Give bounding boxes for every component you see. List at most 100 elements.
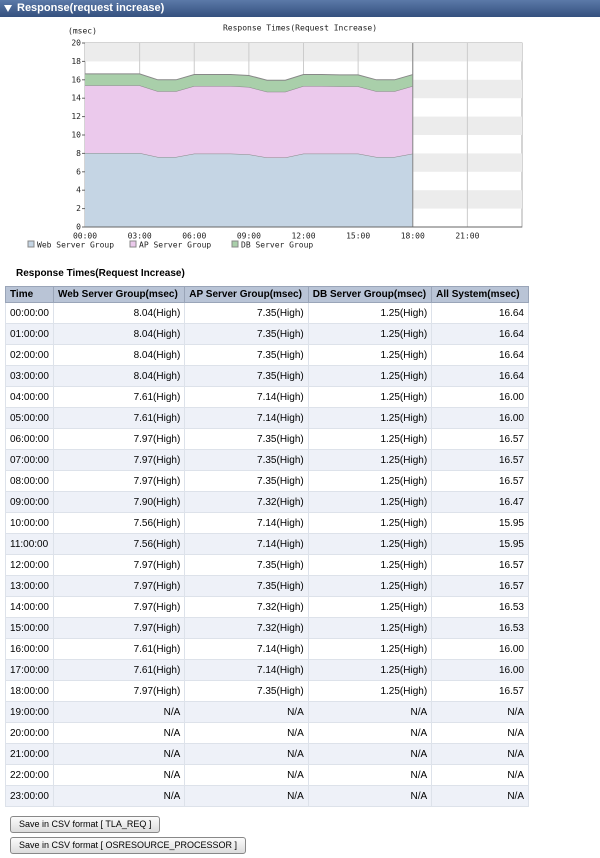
table-cell: 7.32(High) — [184, 617, 309, 639]
column-header: Time — [5, 286, 54, 303]
table-cell: N/A — [307, 701, 433, 723]
table-cell: 7.35(High) — [184, 470, 309, 492]
table-cell: 16.00 — [431, 386, 529, 408]
table-cell: 7.14(High) — [184, 386, 309, 408]
table-cell: 16.57 — [431, 449, 529, 471]
table-cell: 16.00 — [431, 407, 529, 429]
table-cell: 7.14(High) — [184, 407, 309, 429]
table-cell: N/A — [52, 743, 186, 765]
table-cell: N/A — [431, 722, 529, 744]
x-tick-label: 21:00 — [455, 232, 479, 241]
table-cell: 08:00:00 — [5, 470, 54, 492]
table-cell: 14:00:00 — [5, 596, 54, 618]
table-cell: 02:00:00 — [5, 344, 54, 366]
y-tick-label: 2 — [76, 204, 81, 213]
table-cell: 7.61(High) — [52, 659, 186, 681]
table-cell: 7.35(High) — [184, 449, 309, 471]
table-row: 12:00:00 7.97(High) 7.35(High) 1.25(High) 16… — [5, 554, 529, 576]
table-cell: N/A — [184, 785, 309, 807]
column-header: DB Server Group(msec) — [307, 286, 433, 303]
table-cell: N/A — [184, 743, 309, 765]
legend-label: AP Server Group — [139, 241, 211, 250]
table-cell: 1.25(High) — [307, 386, 433, 408]
y-axis-label: (msec) — [68, 27, 97, 36]
table-cell: 20:00:00 — [5, 722, 54, 744]
table-cell: 12:00:00 — [5, 554, 54, 576]
table-cell: N/A — [52, 764, 186, 786]
table-cell: 7.35(High) — [184, 554, 309, 576]
table-cell: 21:00:00 — [5, 743, 54, 765]
table-cell: 1.25(High) — [307, 638, 433, 660]
table-cell: 11:00:00 — [5, 533, 54, 555]
table-row: 19:00:00 N/A N/A N/A N/A — [5, 701, 529, 723]
table-cell: 15.95 — [431, 512, 529, 534]
table-cell: 7.97(High) — [52, 428, 186, 450]
area-fill — [85, 153, 413, 227]
data-table: Time Web Server Group(msec) AP Server Grou… — [5, 286, 529, 807]
table-cell: 19:00:00 — [5, 701, 54, 723]
table-cell: 1.25(High) — [307, 449, 433, 471]
y-tick-label: 6 — [76, 167, 81, 176]
table-cell: 16.57 — [431, 428, 529, 450]
csv-button[interactable]: Save in CSV format [ OSRESOURCE_PROCESSO… — [10, 837, 247, 854]
y-tick-label: 12 — [71, 112, 81, 121]
x-tick-label: 03:00 — [128, 232, 152, 241]
table-title: Response Times(Request Increase) — [16, 268, 185, 279]
x-tick-label: 06:00 — [182, 232, 206, 241]
table-row: 06:00:00 7.97(High) 7.35(High) 1.25(High) 16… — [5, 428, 529, 450]
x-tick-label: 12:00 — [291, 232, 315, 241]
table-cell: 16.00 — [431, 638, 529, 660]
column-header: Web Server Group(msec) — [52, 286, 186, 303]
table-cell: 1.25(High) — [307, 428, 433, 450]
table-cell: 13:00:00 — [5, 575, 54, 597]
table-cell: 7.90(High) — [52, 491, 186, 513]
table-cell: 7.61(High) — [52, 386, 186, 408]
table-cell: 16.57 — [431, 680, 529, 702]
table-cell: 15.95 — [431, 533, 529, 555]
table-cell: 16:00:00 — [5, 638, 54, 660]
table-cell: 23:00:00 — [5, 785, 54, 807]
table-cell: 7.35(High) — [184, 575, 309, 597]
table-cell: 16.47 — [431, 491, 529, 513]
table-cell: 8.04(High) — [52, 323, 186, 345]
table-cell: 1.25(High) — [307, 659, 433, 681]
table-cell: 09:00:00 — [5, 491, 54, 513]
table-row: 03:00:00 8.04(High) 7.35(High) 1.25(High) 16… — [5, 365, 529, 387]
table-cell: 16.57 — [431, 470, 529, 492]
section-header[interactable]: Response(request increase) — [0, 0, 600, 17]
legend-label: DB Server Group — [241, 241, 313, 250]
table-cell: N/A — [431, 785, 529, 807]
x-tick-label: 15:00 — [346, 232, 370, 241]
table-row: 17:00:00 7.61(High) 7.14(High) 1.25(High) 16… — [5, 659, 529, 681]
y-tick-label: 16 — [71, 75, 81, 84]
table-cell: 7.32(High) — [184, 596, 309, 618]
table-row: 08:00:00 7.97(High) 7.35(High) 1.25(High) 16… — [5, 470, 529, 492]
table-cell: 8.04(High) — [52, 365, 186, 387]
table-cell: 8.04(High) — [52, 344, 186, 366]
table-cell: 7.14(High) — [184, 638, 309, 660]
table-row: 13:00:00 7.97(High) 7.35(High) 1.25(High) 16… — [5, 575, 529, 597]
table-row: 07:00:00 7.97(High) 7.35(High) 1.25(High) 16… — [5, 449, 529, 471]
legend-swatch — [129, 240, 137, 248]
section-title: Response(request increase) — [17, 2, 165, 14]
table-cell: 7.35(High) — [184, 365, 309, 387]
csv-button[interactable]: Save in CSV format [ TLA_REQ ] — [10, 816, 161, 833]
table-cell: N/A — [52, 785, 186, 807]
table-cell: 1.25(High) — [307, 554, 433, 576]
table-cell: 16.64 — [431, 323, 529, 345]
table-cell: 07:00:00 — [5, 449, 54, 471]
table-row: 14:00:00 7.97(High) 7.32(High) 1.25(High) 16… — [5, 596, 529, 618]
y-tick-label: 4 — [76, 186, 81, 195]
y-tick-label: 8 — [76, 149, 81, 158]
table-row: 05:00:00 7.61(High) 7.14(High) 1.25(High) 16… — [5, 407, 529, 429]
collapse-icon — [4, 5, 12, 12]
table-cell: 1.25(High) — [307, 596, 433, 618]
table-cell: N/A — [184, 764, 309, 786]
table-cell: 7.61(High) — [52, 407, 186, 429]
table-cell: 7.35(High) — [184, 302, 309, 324]
table-cell: 7.97(High) — [52, 680, 186, 702]
area-fill — [85, 73, 413, 92]
table-cell: 7.97(High) — [52, 554, 186, 576]
table-cell: N/A — [307, 743, 433, 765]
